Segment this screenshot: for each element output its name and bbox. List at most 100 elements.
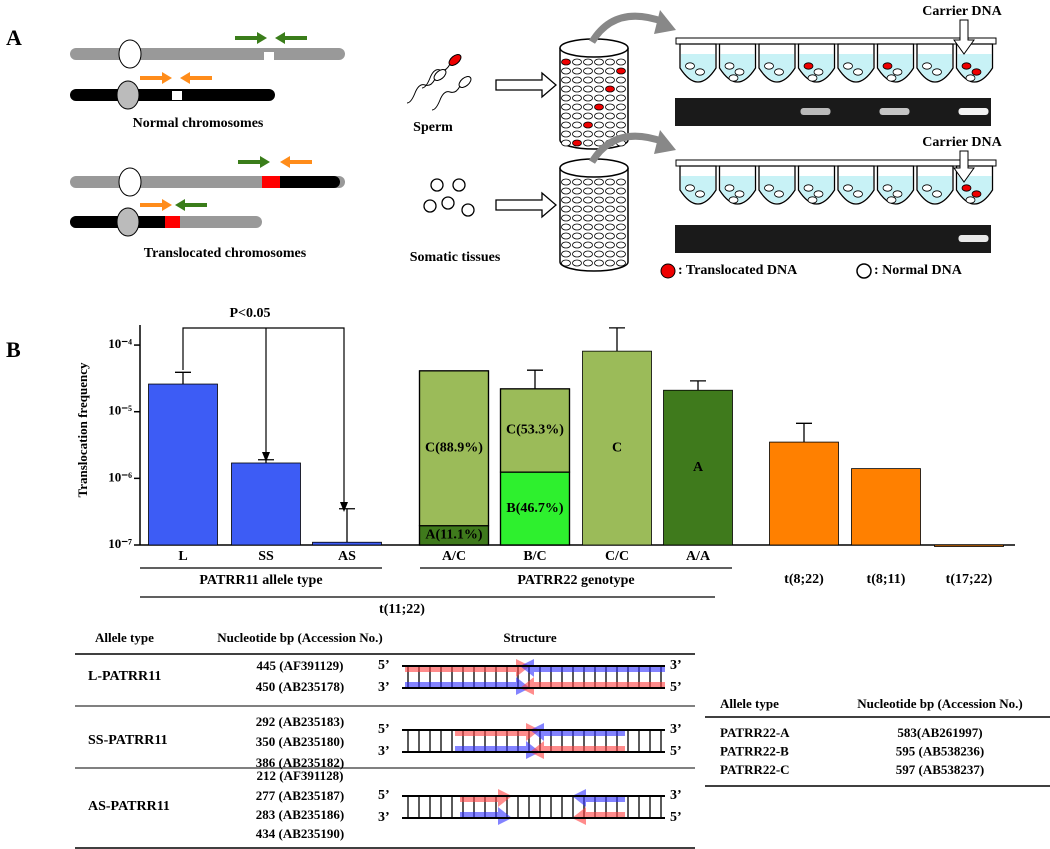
dna bbox=[572, 250, 582, 258]
allele-name: AS-PATRR11 bbox=[88, 799, 170, 814]
table-header: Nucleotide bp (Accession No.) bbox=[217, 630, 382, 645]
bar bbox=[148, 383, 218, 546]
dna bbox=[583, 67, 593, 75]
strand-end: 3’ bbox=[670, 788, 682, 803]
dna bbox=[882, 62, 893, 70]
dna bbox=[561, 223, 571, 231]
dna bbox=[572, 76, 582, 84]
dna bbox=[594, 112, 604, 120]
accession: 277 (AB235187) bbox=[256, 788, 344, 803]
repeat-arrow bbox=[572, 789, 625, 807]
dna bbox=[561, 130, 571, 138]
dna bbox=[583, 178, 593, 186]
accession: 350 (AB235180) bbox=[256, 734, 344, 749]
dna bbox=[583, 85, 593, 93]
dna bbox=[561, 94, 571, 102]
primer-arrow-head bbox=[180, 72, 190, 84]
strand-end: 5’ bbox=[378, 658, 390, 673]
dna bbox=[594, 241, 604, 249]
dna bbox=[583, 241, 593, 249]
well-liquid bbox=[799, 54, 834, 81]
bar-label: C bbox=[612, 440, 622, 455]
strand-end: 5’ bbox=[670, 744, 682, 759]
y-tick-label: 10⁻⁵ bbox=[108, 403, 132, 418]
dna bbox=[685, 184, 695, 192]
x-tick-label: A/A bbox=[686, 549, 711, 564]
gel bbox=[675, 225, 991, 253]
dna bbox=[594, 259, 604, 267]
x-tick-label: SS bbox=[258, 549, 274, 564]
error-bar bbox=[527, 369, 543, 389]
dna bbox=[561, 67, 571, 75]
dna bbox=[561, 178, 571, 186]
dna bbox=[572, 232, 582, 240]
dna bbox=[572, 85, 582, 93]
primer-arrow-head bbox=[275, 32, 285, 44]
x-tick-label: t(8;22) bbox=[784, 572, 824, 587]
x-tick-label: L bbox=[178, 549, 187, 564]
accession: 283 (AB235186) bbox=[256, 807, 344, 822]
y-tick-label: 10⁻⁴ bbox=[108, 336, 132, 351]
dna bbox=[764, 62, 774, 70]
strand-end: 3’ bbox=[378, 744, 390, 759]
allele-name: PATRR22-B bbox=[720, 743, 789, 758]
dna bbox=[594, 130, 604, 138]
dna bbox=[561, 139, 571, 147]
dna bbox=[616, 259, 626, 267]
accession: 583(AB261997) bbox=[897, 725, 982, 740]
dna bbox=[892, 68, 903, 76]
dna bbox=[572, 130, 582, 138]
dna bbox=[583, 205, 593, 213]
transfer-arrow-head bbox=[654, 10, 676, 34]
x-tick-label: t(17;22) bbox=[946, 572, 993, 587]
strand-end: 3’ bbox=[670, 722, 682, 737]
gel-band bbox=[879, 108, 910, 115]
dna bbox=[616, 76, 626, 84]
dna bbox=[572, 223, 582, 231]
dna bbox=[605, 232, 615, 240]
dna bbox=[605, 214, 615, 222]
dna bbox=[724, 184, 735, 192]
table-header: Nucleotide bp (Accession No.) bbox=[857, 696, 1022, 711]
accession: 445 (AF391129) bbox=[256, 658, 343, 673]
allele-name: PATRR22-C bbox=[720, 762, 790, 777]
dna bbox=[583, 196, 593, 204]
bar-label: A bbox=[693, 460, 704, 475]
annotation: P<0.05 bbox=[229, 306, 270, 321]
dna bbox=[695, 190, 705, 198]
dna bbox=[605, 250, 615, 258]
dna bbox=[728, 196, 739, 204]
dna bbox=[971, 190, 982, 198]
repeat-arrow bbox=[520, 659, 665, 677]
dna bbox=[616, 67, 626, 75]
accession: 595 (AB538236) bbox=[896, 743, 984, 758]
dna bbox=[605, 178, 615, 186]
legend-mark bbox=[856, 263, 872, 279]
cell bbox=[430, 178, 444, 192]
table-header: Allele type bbox=[720, 696, 779, 711]
segment-label: A(11.1%) bbox=[425, 528, 483, 543]
dna bbox=[853, 190, 863, 198]
dna bbox=[616, 121, 626, 129]
dna bbox=[724, 62, 735, 70]
caption: Somatic tissues bbox=[410, 250, 501, 265]
dna bbox=[605, 112, 615, 120]
dna bbox=[605, 187, 615, 195]
accession: 292 (AB235183) bbox=[256, 714, 344, 729]
accession: 386 (AB235182) bbox=[256, 755, 344, 770]
strand-end: 5’ bbox=[670, 680, 682, 695]
dna bbox=[616, 223, 626, 231]
rack bbox=[675, 159, 997, 167]
dna bbox=[813, 68, 824, 76]
dna bbox=[734, 190, 745, 198]
dna bbox=[605, 85, 615, 93]
caption: Sperm bbox=[413, 120, 453, 135]
dna bbox=[774, 190, 784, 198]
dna bbox=[605, 94, 615, 102]
dna bbox=[594, 121, 604, 129]
well-liquid bbox=[918, 54, 952, 81]
dna bbox=[594, 250, 604, 258]
bracket-head bbox=[262, 452, 270, 462]
well-liquid bbox=[760, 54, 794, 81]
rack bbox=[675, 37, 997, 45]
